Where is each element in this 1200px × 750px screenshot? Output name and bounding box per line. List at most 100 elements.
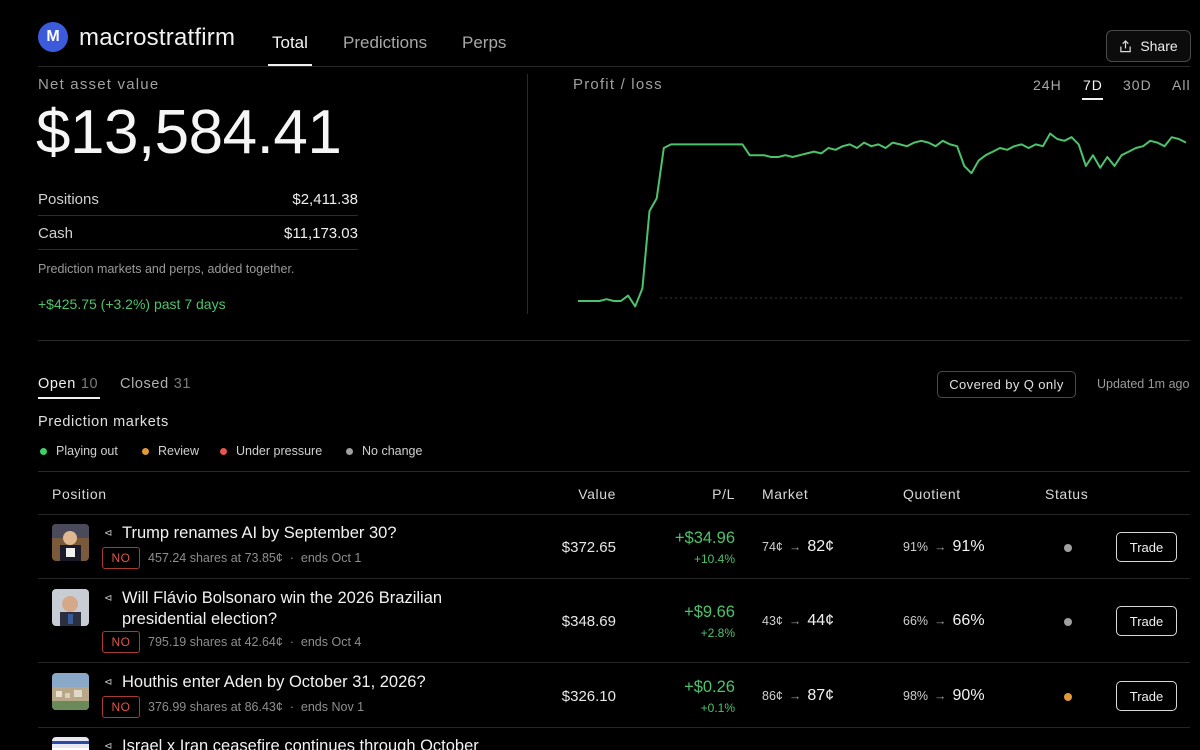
row-divider — [38, 249, 358, 250]
status-dot — [1064, 693, 1072, 701]
pl-percent: +2.8% — [700, 626, 735, 640]
position-pl: +$0.26 +0.1% — [684, 678, 735, 715]
logo-icon[interactable]: M — [38, 22, 68, 52]
cash-row: Cash $11,173.03 — [38, 216, 358, 250]
pl-percent: +0.1% — [700, 701, 735, 715]
quotient-from: 98% — [903, 689, 929, 703]
tab-open-label: Open — [38, 376, 76, 392]
market-price: 86¢ → 87¢ — [762, 687, 834, 705]
market-to: 44¢ — [807, 612, 835, 629]
active-tab-underline — [268, 64, 312, 66]
range-30d[interactable]: 30D — [1123, 77, 1152, 93]
position-pl: +$34.96 +10.4% — [675, 529, 735, 566]
header-divider — [38, 66, 1190, 67]
thumbnail-image — [52, 737, 89, 750]
nav-note: Prediction markets and perps, added toge… — [38, 262, 295, 276]
tab-closed-label: Closed — [120, 376, 169, 392]
column-header-pl[interactable]: P/L — [712, 486, 735, 502]
ends-text: ends Oct 4 — [300, 635, 362, 649]
legend-dot — [220, 447, 227, 455]
tab-total[interactable]: Total — [272, 33, 308, 52]
section-title: Prediction markets — [38, 414, 169, 430]
side-badge: NO — [102, 631, 140, 653]
quotient: 98% → 90% — [903, 687, 985, 705]
column-header-quotient[interactable]: Quotient — [903, 486, 961, 502]
quotient-to: 91% — [952, 538, 985, 555]
market-thumbnail — [52, 524, 89, 561]
position-title[interactable]: Israel x Iran ceasefire continues throug… — [122, 737, 479, 750]
tab-predictions[interactable]: Predictions — [343, 33, 428, 52]
tab-open[interactable]: Open 10 — [38, 376, 98, 392]
shares-text: 376.99 shares at 86.43¢ — [148, 700, 283, 714]
share-button[interactable]: Share — [1106, 30, 1191, 62]
market-thumbnail — [52, 673, 89, 710]
tab-closed[interactable]: Closed 31 — [120, 376, 191, 392]
positions-value: $2,411.38 — [292, 190, 358, 208]
market-type-icon: ⊲ — [104, 528, 113, 539]
pl-amount: +$9.66 — [684, 603, 735, 621]
positions-row: Positions $2,411.38 — [38, 182, 358, 216]
panel-divider — [527, 74, 528, 314]
position-value: $326.10 — [561, 688, 616, 705]
market-type-icon: ⊲ — [104, 677, 113, 688]
active-range-underline — [1082, 98, 1103, 100]
market-price: 74¢ → 82¢ — [762, 538, 834, 556]
range-all[interactable]: All — [1172, 77, 1191, 93]
thumbnail-image — [52, 589, 89, 626]
legend-label: Playing out — [56, 444, 118, 458]
side-badge: NO — [102, 547, 140, 569]
range-7d[interactable]: 7D — [1083, 77, 1103, 93]
position-pl: +$9.66 +2.8% — [684, 603, 735, 640]
column-header-status[interactable]: Status — [1045, 486, 1089, 502]
position-title[interactable]: Houthis enter Aden by October 31, 2026? — [122, 673, 426, 691]
table-top-divider — [38, 471, 1190, 472]
shares-text: 457.24 shares at 73.85¢ — [148, 551, 283, 565]
quotient-from: 66% — [903, 614, 929, 628]
cash-label: Cash — [38, 224, 74, 242]
tab-open-count: 10 — [80, 376, 99, 392]
market-from: 86¢ — [762, 689, 783, 703]
legend-label: Under pressure — [236, 444, 323, 458]
active-positions-tab-underline — [38, 397, 100, 399]
ends-text: ends Nov 1 — [300, 700, 365, 714]
pl-percent: +10.4% — [693, 552, 735, 566]
column-header-market[interactable]: Market — [762, 486, 809, 502]
pnl-chart — [578, 132, 1187, 308]
top-header: M macrostratfirm Total Predictions Perps… — [0, 0, 1200, 68]
market-price: 43¢ → 44¢ — [762, 612, 834, 630]
arrow-right-icon: → — [788, 689, 802, 703]
position-title[interactable]: Trump renames AI by September 30? — [122, 524, 397, 542]
status-dot — [1064, 544, 1072, 552]
legend-dot — [142, 447, 149, 455]
nav-change: +$425.75 (+3.2%) past 7 days — [38, 296, 226, 312]
cash-value: $11,173.03 — [284, 224, 358, 242]
legend-under-pressure: Under pressure — [220, 444, 322, 458]
legend-review: Review — [142, 444, 199, 458]
trade-button[interactable]: Trade — [1116, 606, 1177, 636]
pnl-label: Profit / loss — [573, 76, 663, 93]
tab-closed-count: 31 — [173, 376, 192, 392]
column-header-position[interactable]: Position — [52, 486, 107, 502]
positions-label: Positions — [38, 190, 99, 208]
trade-button[interactable]: Trade — [1116, 532, 1177, 562]
quotient-to: 90% — [952, 687, 985, 704]
market-type-icon: ⊲ — [104, 741, 113, 750]
legend-dot — [346, 447, 353, 455]
logo-letter: M — [46, 28, 60, 45]
trade-button[interactable]: Trade — [1116, 681, 1177, 711]
position-value: $372.65 — [561, 539, 616, 556]
row-divider — [38, 514, 1190, 515]
market-type-icon: ⊲ — [104, 593, 113, 604]
range-24h[interactable]: 24H — [1033, 77, 1062, 93]
quotient-from: 91% — [903, 540, 929, 554]
column-header-value[interactable]: Value — [578, 486, 616, 502]
position-title[interactable]: Will Flávio Bolsonaro win the 2026 Brazi… — [122, 589, 443, 628]
tab-perps[interactable]: Perps — [462, 33, 507, 52]
covered-by-q-filter-button[interactable]: Covered by Q only — [937, 371, 1076, 398]
market-to: 87¢ — [807, 687, 835, 704]
row-divider — [38, 662, 1190, 663]
arrow-right-icon: → — [934, 614, 947, 628]
brand-name[interactable]: macrostratfirm — [79, 24, 236, 51]
row-divider — [38, 578, 1190, 579]
quotient: 66% → 66% — [903, 612, 985, 630]
